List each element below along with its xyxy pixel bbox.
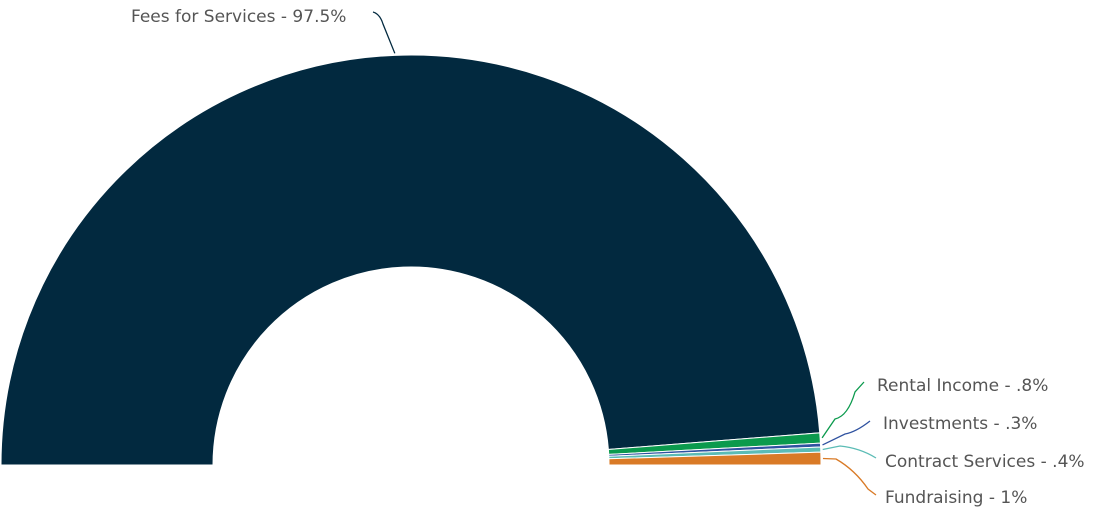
label-fees-for-services: Fees for Services - 97.5% bbox=[131, 7, 346, 27]
connector-fundraising bbox=[822, 457, 877, 496]
label-fundraising: Fundraising - 1% bbox=[885, 488, 1027, 508]
connector-investments bbox=[822, 420, 871, 446]
slice-fees-for-services bbox=[0, 54, 821, 466]
slice-labels: Fees for Services - 97.5% Rental Income -… bbox=[131, 7, 1085, 508]
chart-slices bbox=[0, 54, 822, 466]
slice-fundraising bbox=[608, 451, 822, 466]
connector-contract-services bbox=[822, 445, 877, 459]
label-investments: Investments - .3% bbox=[883, 414, 1037, 434]
connector-rental-income bbox=[821, 381, 865, 439]
label-rental-income: Rental Income - .8% bbox=[877, 376, 1048, 396]
label-connectors bbox=[372, 11, 877, 496]
label-contract-services: Contract Services - .4% bbox=[885, 452, 1085, 472]
connector-fees-for-services bbox=[372, 11, 396, 54]
